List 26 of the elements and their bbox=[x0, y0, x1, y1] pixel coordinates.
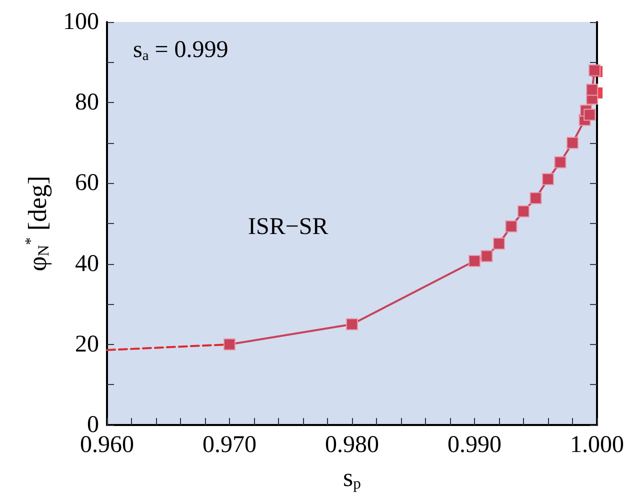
point bbox=[586, 84, 598, 96]
annotation: ISR−SR bbox=[248, 214, 328, 240]
x-tick-label: 1.000 bbox=[570, 432, 624, 458]
point bbox=[468, 254, 480, 267]
y-tick-label: 100 bbox=[63, 9, 99, 35]
y-tick-label: 40 bbox=[75, 250, 99, 277]
x-tick-label: 0.960 bbox=[80, 432, 134, 458]
point bbox=[530, 192, 542, 204]
point bbox=[566, 136, 578, 149]
point bbox=[554, 156, 566, 168]
point bbox=[518, 205, 530, 218]
y-tick-label: 80 bbox=[75, 90, 99, 116]
point bbox=[584, 108, 596, 121]
point bbox=[505, 220, 518, 232]
point bbox=[224, 338, 236, 350]
point bbox=[542, 173, 554, 186]
y-axis-title: φN* [deg] bbox=[22, 176, 53, 272]
point bbox=[588, 64, 601, 76]
point bbox=[493, 238, 505, 250]
x-tick-label: 0.980 bbox=[325, 432, 379, 458]
point bbox=[346, 318, 358, 330]
y-tick-label: 20 bbox=[75, 331, 99, 358]
y-tick-label: 60 bbox=[75, 170, 99, 196]
x-tick-label: 0.970 bbox=[202, 432, 256, 458]
point bbox=[480, 250, 493, 262]
x-tick-label: 0.990 bbox=[448, 432, 502, 458]
